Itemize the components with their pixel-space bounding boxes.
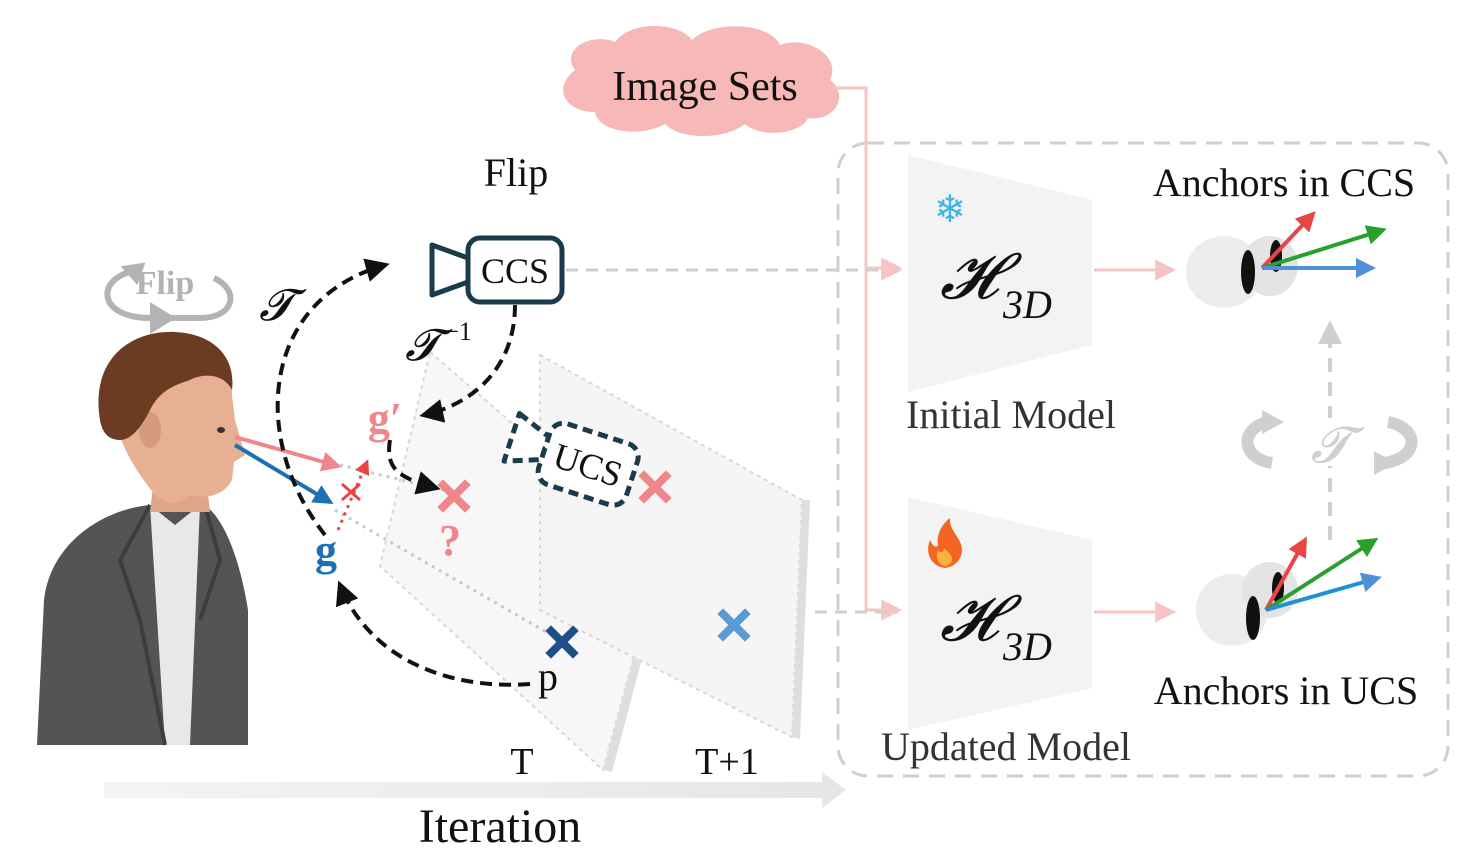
image-sets-label: Image Sets (612, 64, 797, 110)
svg-text:3D: 3D (1002, 282, 1052, 327)
g-prime-label: g′ (368, 394, 402, 443)
person-flip-icon: Flip (104, 262, 234, 334)
updated-model-label: Updated Model (881, 724, 1131, 769)
snowflake-icon: ❄ (934, 189, 966, 231)
model-container (836, 141, 1450, 778)
iteration-label: Iteration (419, 800, 582, 853)
initial-model-symbol: 𝓗 3D (940, 241, 1052, 327)
g-prime-to-target-arrow (387, 439, 441, 495)
initial-model (908, 155, 1092, 392)
g-label: g (315, 526, 337, 575)
transform-label: 𝓣 (259, 281, 307, 330)
image-sets-cloud: Image Sets (563, 26, 840, 136)
frame-t-label: T (510, 741, 533, 783)
target-cross-navy (545, 625, 579, 659)
iteration-arrow (104, 772, 846, 808)
gaze-arrow (233, 443, 334, 505)
ucs-camera: UCS (501, 411, 641, 508)
small-cross-mark (341, 482, 361, 502)
transform-arrow (275, 258, 390, 537)
p-label: p (538, 654, 558, 699)
ccs-camera: CCS (429, 235, 565, 305)
image-sets-path (833, 86, 903, 621)
inverse-transform-arrow (419, 304, 517, 423)
rotation-transform-icon: 𝓣 (1241, 410, 1418, 475)
anchors-ucs-glyph (1196, 536, 1382, 646)
target-cross-blue-t1 (717, 608, 751, 642)
initial-model-label: Initial Model (906, 392, 1116, 437)
target-cross-pink-t1 (638, 470, 672, 504)
target-cross-pink (437, 479, 471, 513)
p-to-g-arrow (336, 580, 531, 687)
flip-label: Flip (484, 150, 548, 195)
anchors-ccs-label: Anchors in CCS (1153, 160, 1415, 205)
updated-model (908, 497, 1092, 730)
unknown-point-label: ? (439, 516, 461, 565)
person-flip-label: Flip (136, 265, 195, 302)
ccs-label: CCS (481, 251, 549, 291)
anchors-ccs-glyph (1186, 211, 1387, 308)
svg-text:−1: −1 (444, 317, 472, 346)
anchors-ucs-label: Anchors in UCS (1154, 668, 1418, 713)
svg-text:3D: 3D (1002, 624, 1052, 669)
inverse-transform-label: 𝓣 −1 (405, 317, 472, 370)
flipped-gaze-arrow (234, 435, 342, 472)
flip-correction-arrow (336, 459, 370, 531)
fire-icon (928, 518, 962, 568)
g-projection (334, 508, 561, 642)
person-figure (37, 331, 248, 746)
frame-t1-label: T+1 (695, 741, 759, 783)
